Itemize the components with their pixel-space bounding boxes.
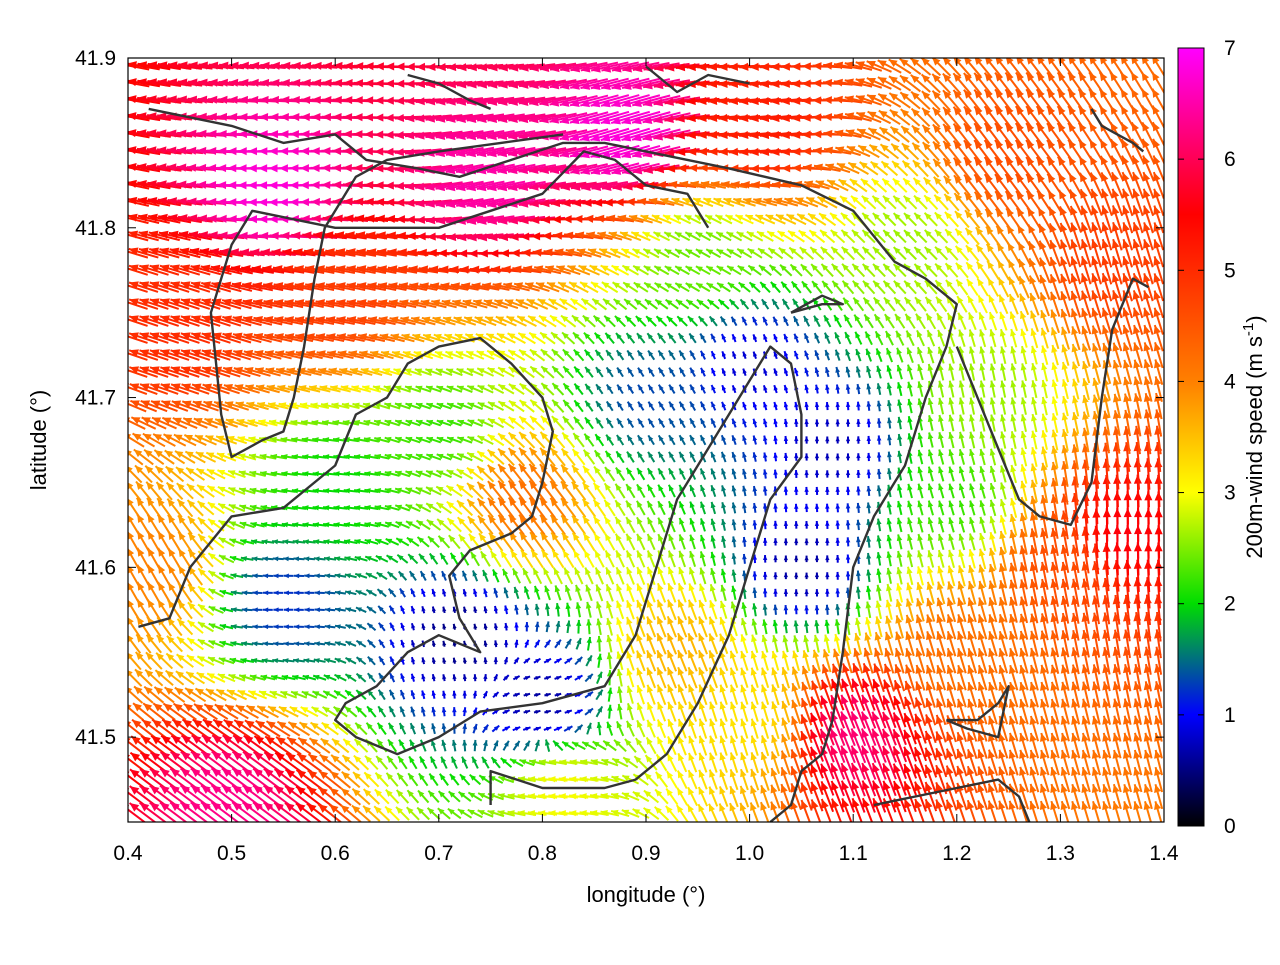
colorbar-tick-label: 7 xyxy=(1224,37,1236,60)
colorbar-title-main: 200m-wind speed (m s xyxy=(1242,336,1267,559)
x-tick-label: 0.9 xyxy=(631,842,660,865)
colorbar-title-superscript: -1 xyxy=(1240,323,1257,336)
colorbar-tick-label: 3 xyxy=(1224,482,1236,505)
y-tick-label: 41.8 xyxy=(75,217,116,240)
colorbar-tick-label: 6 xyxy=(1224,148,1236,171)
x-tick-label: 1.1 xyxy=(839,842,868,865)
x-tick-label: 0.7 xyxy=(424,842,453,865)
x-tick-label: 0.4 xyxy=(113,842,143,865)
x-tick-label: 0.6 xyxy=(321,842,350,865)
y-tick-label: 41.9 xyxy=(75,47,116,70)
y-tick-label: 41.7 xyxy=(75,387,116,410)
colorbar-title-close: ) xyxy=(1242,315,1267,322)
colorbar-tick-label: 4 xyxy=(1224,370,1236,393)
x-tick-label: 1.3 xyxy=(1046,842,1075,865)
x-tick-label: 1.4 xyxy=(1149,842,1179,865)
colorbar-tick-label: 0 xyxy=(1224,815,1236,838)
x-tick-label: 0.5 xyxy=(217,842,246,865)
y-tick-label: 41.5 xyxy=(75,726,116,749)
colorbar xyxy=(1178,48,1204,826)
x-tick-label: 1.2 xyxy=(942,842,971,865)
colorbar-tick-label: 2 xyxy=(1224,593,1236,616)
colorbar-tick-label: 5 xyxy=(1224,259,1236,282)
y-tick-label: 41.6 xyxy=(75,556,116,579)
x-axis-title: longitude (°) xyxy=(587,882,706,907)
colorbar-title: 200m-wind speed (m s-1) xyxy=(1240,315,1267,558)
x-tick-label: 0.8 xyxy=(528,842,557,865)
y-axis-title: latitude (°) xyxy=(26,390,51,491)
colorbar-tick-label: 1 xyxy=(1224,704,1236,727)
x-tick-label: 1.0 xyxy=(735,842,764,865)
